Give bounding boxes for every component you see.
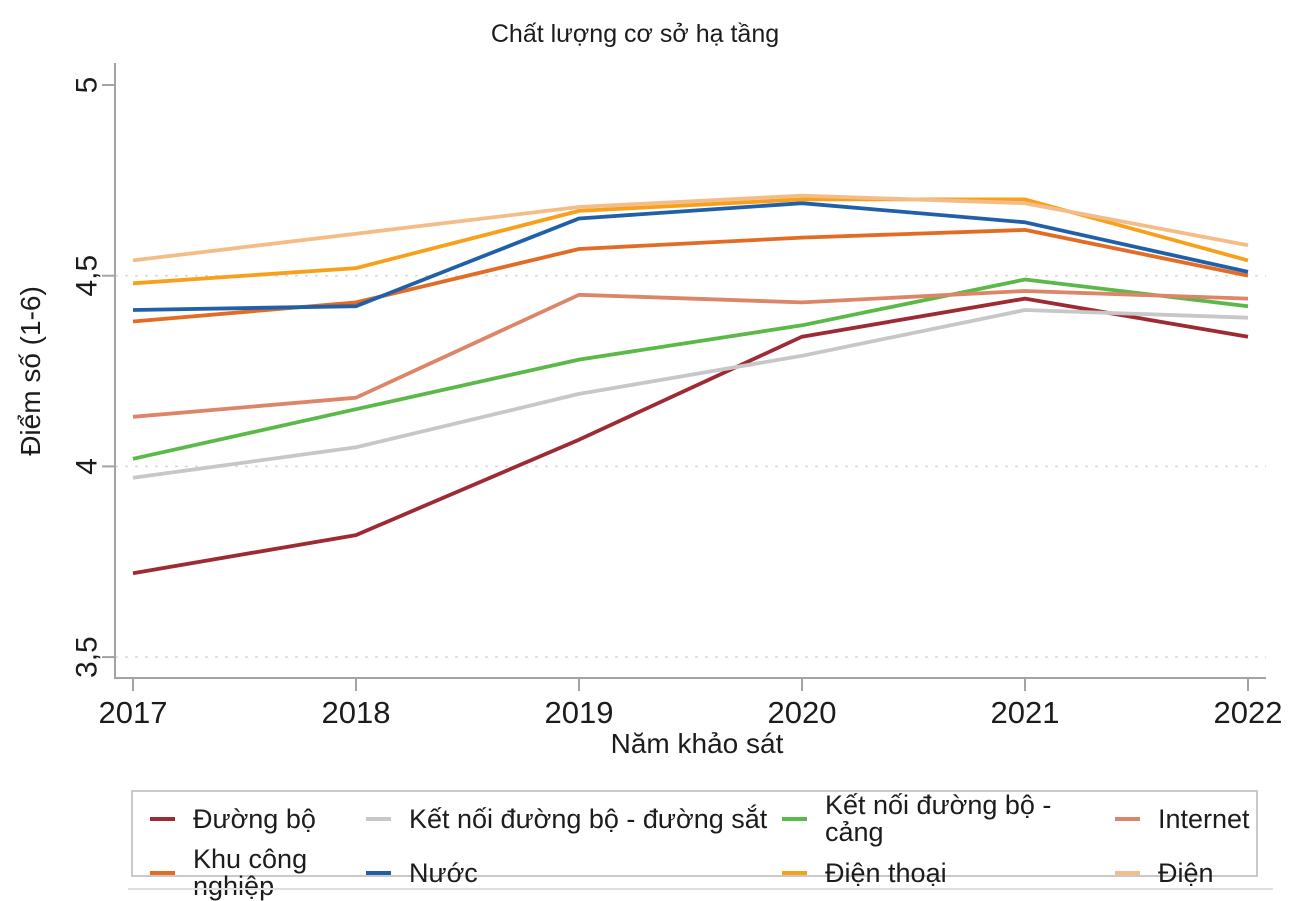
legend-item-duong-bo: Đường bộ xyxy=(150,792,366,846)
series-lines xyxy=(132,193,1249,576)
bottom-divider xyxy=(128,888,1273,890)
legend-label: Kết nối đường bộ - cảng xyxy=(825,790,1052,847)
legend-item-ket-noi-duong-bo-duong-sat: Kết nối đường bộ - đường sắt xyxy=(366,792,782,846)
y-axis-title: Điểm số (1-6) xyxy=(15,286,46,456)
line-ket-noi-duong-bo-duong-sat xyxy=(132,308,1249,480)
legend-item-dien-thoai: Điện thoại xyxy=(782,846,1115,900)
legend-item-nuoc: Nước xyxy=(366,846,782,900)
legend-item-khu-cong-nghiep: Khu công nghiệp xyxy=(150,846,366,900)
legend-item-ket-noi-duong-bo-cang: Kết nối đường bộ - cảng xyxy=(782,792,1115,846)
legend-swatch-ket-noi-duong-bo-duong-sat xyxy=(366,817,391,821)
y-tick-group: 5 4,5 4 3,5 xyxy=(71,77,114,678)
legend-item-internet: Internet xyxy=(1115,792,1256,846)
legend-swatch-internet xyxy=(1115,817,1140,821)
x-axis-title: Năm khảo sát xyxy=(611,728,784,759)
legend-swatch-dien-thoai xyxy=(782,871,807,875)
legend-label: Kết nối đường bộ - đường sắt xyxy=(409,803,768,834)
legend-label: Nước xyxy=(409,857,478,888)
y-tick-label: 4,5 xyxy=(71,255,104,297)
legend-swatch-nuoc xyxy=(366,871,391,875)
chart-title: Chất lượng cơ sở hạ tầng xyxy=(490,20,780,48)
legend: Đường bộ Kết nối đường bộ - đường sắt Kết … xyxy=(131,790,1258,900)
y-tick-label: 3,5 xyxy=(71,636,104,678)
line-duong-bo xyxy=(132,296,1249,576)
x-tick-label: 2021 xyxy=(991,695,1060,730)
x-tick-label: 2022 xyxy=(1214,695,1283,730)
x-tick-group: 2017 2018 2019 2020 2021 2022 xyxy=(99,678,1283,730)
legend-swatch-dien xyxy=(1115,871,1140,875)
legend-label: Điện thoại xyxy=(825,857,947,888)
legend-swatch-ket-noi-duong-bo-cang xyxy=(782,817,807,821)
legend-label: Khu công nghiệp xyxy=(193,844,308,901)
line-chart: 5 4,5 4 3,5 2017 2018 2019 2020 2021 2022 Điểm s… xyxy=(15,63,1283,759)
line-internet xyxy=(132,289,1249,419)
x-tick-label: 2020 xyxy=(768,695,837,730)
legend-label: Đường bộ xyxy=(193,803,316,834)
legend-swatch-duong-bo xyxy=(150,817,175,821)
legend-label: Internet xyxy=(1158,803,1250,834)
x-tick-label: 2018 xyxy=(322,695,391,730)
gridlines xyxy=(115,274,1266,658)
line-ket-noi-duong-bo-cang xyxy=(132,277,1249,461)
y-tick-label: 5 xyxy=(71,77,104,94)
line-nuoc xyxy=(132,201,1249,312)
legend-label: Điện xyxy=(1158,857,1214,888)
y-tick-label: 4 xyxy=(71,458,104,475)
line-dien xyxy=(132,193,1249,263)
x-tick-label: 2019 xyxy=(545,695,614,730)
legend-item-dien: Điện xyxy=(1115,846,1256,900)
legend-swatch-khu-cong-nghiep xyxy=(150,871,175,875)
x-tick-label: 2017 xyxy=(99,695,168,730)
